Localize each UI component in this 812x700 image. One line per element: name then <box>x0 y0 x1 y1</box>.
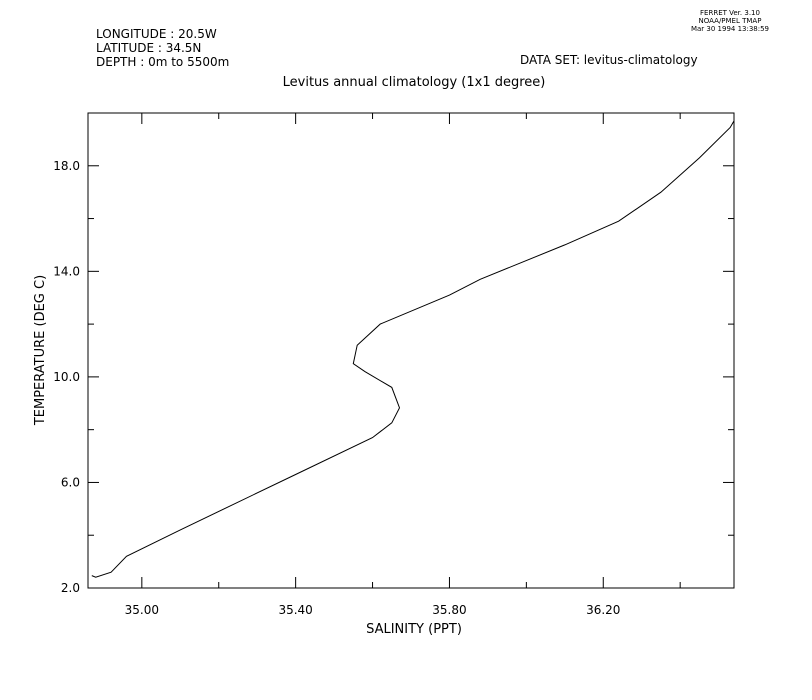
stamp-line-version: FERRET Ver. 3.10 <box>700 9 760 17</box>
depth-label: DEPTH : 0m to 5500m <box>96 55 230 69</box>
stamp-line-date: Mar 30 1994 13:38:59 <box>690 25 770 33</box>
plot-frame <box>87 112 735 589</box>
latitude-label: LATITUDE : 34.5N <box>96 41 202 55</box>
axis-tick-labels: 35.00 35.40 35.80 36.20 2.0 6.0 10.0 14.0 18.0 <box>53 159 620 617</box>
x-tick-label: 35.40 <box>278 603 312 617</box>
chart-title: Levitus annual climatology (1x1 degree) <box>283 75 546 90</box>
ferret-stamp: FERRET Ver. 3.10 NOAA/PMEL TMAP Mar 30 1… <box>690 9 770 33</box>
y-axis-label: TEMPERATURE (DEG C) <box>33 275 48 426</box>
dataset-label: DATA SET: levitus-climatology <box>520 53 698 67</box>
longitude-label: LONGITUDE : 20.5W <box>96 27 217 41</box>
x-tick-label: 36.20 <box>586 603 620 617</box>
y-tick-label: 14.0 <box>53 264 80 278</box>
x-tick-label: 35.00 <box>125 603 159 617</box>
y-tick-label: 18.0 <box>53 159 80 173</box>
x-tick-label: 35.80 <box>432 603 466 617</box>
y-tick-label: 10.0 <box>53 370 80 384</box>
y-tick-label: 2.0 <box>61 581 80 595</box>
axis-ticks <box>88 113 734 589</box>
x-axis-label: SALINITY (PPT) <box>366 622 462 637</box>
stamp-line-org: NOAA/PMEL TMAP <box>698 17 762 25</box>
series-line <box>91 120 735 578</box>
y-tick-label: 6.0 <box>61 475 80 489</box>
